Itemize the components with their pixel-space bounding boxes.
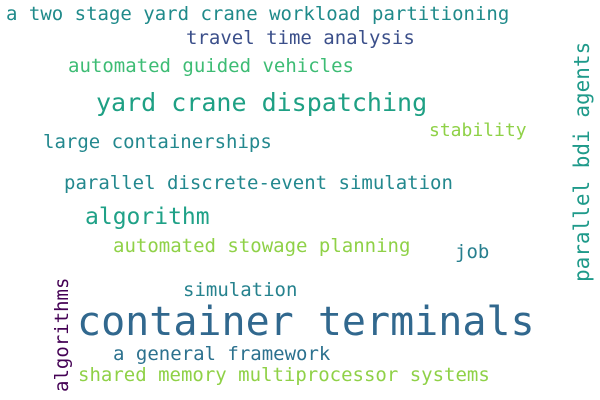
word-stability: stability (429, 120, 527, 141)
word-shared-memory-multiprocessor-systems: shared memory multiprocessor systems (78, 364, 490, 386)
word-container-terminals: container terminals (77, 299, 535, 345)
word-algorithms: algorithms (51, 277, 73, 392)
word-automated-guided-vehicles: automated guided vehicles (68, 55, 354, 77)
word-algorithm: algorithm (85, 204, 210, 230)
word-simulation: simulation (183, 279, 298, 301)
word-two-stage-yard-crane: a two stage yard crane workload partitio… (6, 3, 510, 25)
word-yard-crane-dispatching: yard crane dispatching (96, 88, 428, 117)
word-automated-stowage-planning: automated stowage planning (113, 235, 411, 257)
word-a-general-framework: a general framework (113, 343, 331, 365)
word-travel-time-analysis: travel time analysis (186, 27, 415, 49)
word-large-containerships: large containerships (43, 131, 272, 153)
word-parallel-bdi-agents: parallel bdi agents (570, 41, 594, 282)
word-job: job (455, 241, 490, 263)
word-parallel-discrete-event-simulation: parallel discrete-event simulation (64, 172, 453, 194)
